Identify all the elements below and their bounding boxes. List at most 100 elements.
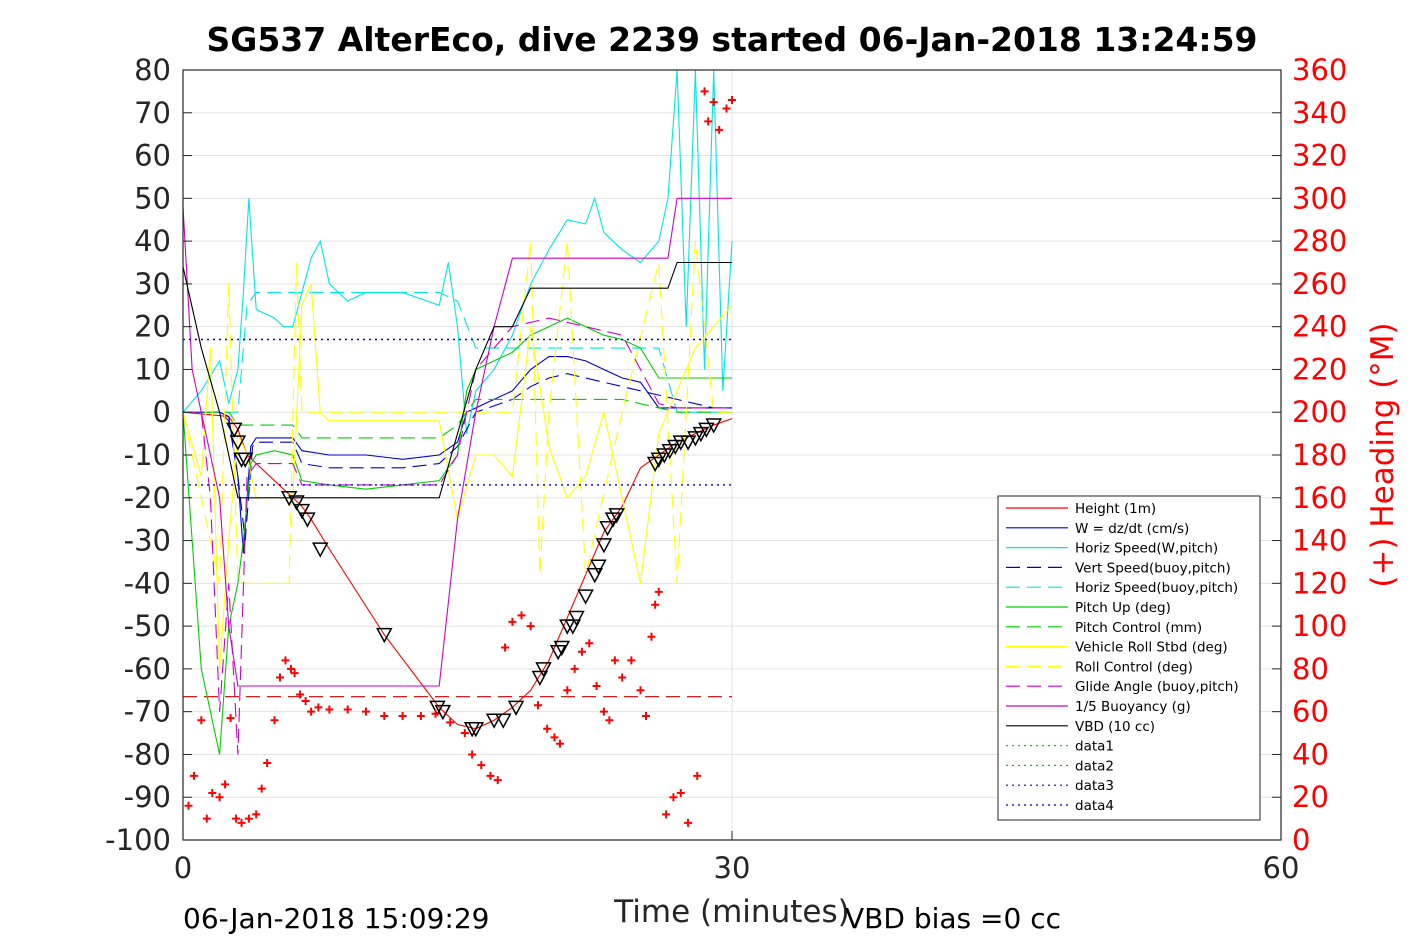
- legend-label-vehicle-roll-stbd-deg: Vehicle Roll Stbd (deg): [1075, 640, 1228, 656]
- heading-point: [636, 686, 645, 695]
- heading-point: [550, 733, 559, 742]
- y-tick-label: 70: [134, 96, 171, 130]
- y-tick-label: -70: [124, 695, 171, 729]
- series-line-height-1m: [182, 411, 733, 730]
- series-line-pitch-up-deg: [182, 317, 732, 755]
- heading-point: [555, 739, 564, 748]
- heading-point: [627, 656, 636, 665]
- legend-label-pitch-control-mm: Pitch Control (mm): [1075, 620, 1202, 636]
- y-tick-label: -60: [124, 652, 171, 686]
- heading-point: [197, 716, 206, 725]
- heading-point: [244, 814, 253, 823]
- y2-tick-label: 340: [1292, 96, 1347, 130]
- heading-point: [508, 617, 517, 626]
- y2-tick-label: 240: [1292, 310, 1347, 344]
- x-tick-label: 0: [174, 851, 192, 885]
- sample-marker: [549, 645, 567, 661]
- heading-point: [307, 707, 316, 716]
- y2-tick-label: 180: [1292, 438, 1347, 472]
- sample-marker: [429, 700, 446, 716]
- sample-marker: [485, 713, 503, 729]
- heading-point: [286, 664, 295, 673]
- legend-label-pitch-up-deg: Pitch Up (deg): [1075, 600, 1171, 616]
- heading-point: [709, 98, 718, 107]
- y2-tick-label: 60: [1292, 695, 1329, 729]
- heading-point: [669, 793, 678, 802]
- heading-point: [728, 95, 736, 104]
- sample-marker: [568, 610, 585, 627]
- series-line-roll-control-deg: [182, 241, 732, 584]
- x-tick-label: 60: [1263, 851, 1300, 885]
- heading-point: [543, 724, 552, 733]
- heading-point: [416, 711, 425, 720]
- legend-box: [997, 495, 1261, 821]
- sample-marker: [507, 700, 525, 716]
- heading-point: [275, 673, 284, 682]
- heading-point: [610, 656, 619, 665]
- sample-marker: [494, 713, 512, 729]
- legend-label-roll-control-deg: Roll Control (deg): [1075, 659, 1193, 675]
- legend-label-horiz-speed-buoy-pitch: Horiz Speed(buoy,pitch): [1075, 580, 1238, 596]
- legend-label-data4: data4: [1075, 798, 1114, 814]
- heading-point: [189, 771, 198, 780]
- heading-point: [570, 664, 579, 673]
- y2-tick-label: 280: [1292, 224, 1347, 258]
- sample-marker: [293, 503, 311, 520]
- legend-label-vbd-10-cc: VBD (10 cc): [1075, 719, 1155, 735]
- y2-axis-label: (+) Heading (°M): [1365, 322, 1401, 587]
- heading-point: [380, 711, 389, 720]
- y2-tick-label: 80: [1292, 652, 1329, 686]
- heading-point: [343, 705, 352, 714]
- heading-point: [526, 622, 535, 631]
- sample-marker: [590, 559, 607, 575]
- heading-point: [693, 771, 702, 780]
- y2-tick-label: 20: [1292, 780, 1329, 814]
- legend-label-data1: data1: [1075, 739, 1114, 755]
- heading-point: [325, 705, 334, 714]
- sample-marker: [564, 619, 582, 635]
- legend-label-vert-speed-buoy-pitch: Vert Speed(buoy,pitch): [1075, 560, 1231, 576]
- legend-label-data2: data2: [1075, 758, 1114, 774]
- heading-point: [431, 709, 440, 718]
- y-tick-label: -50: [124, 609, 171, 643]
- y2-tick-label: 120: [1292, 566, 1347, 600]
- chart-title: SG537 AlterEco, dive 2239 started 06-Jan…: [206, 20, 1257, 59]
- heading-point: [398, 711, 407, 720]
- sample-marker: [288, 495, 305, 511]
- tick-layer: 80706050403020100-10-20-30-40-50-60-70-8…: [105, 53, 1347, 885]
- y2-tick-label: 100: [1292, 609, 1347, 643]
- legend-label-1-5-buoyancy-g: 1/5 Buoyancy (g): [1075, 699, 1191, 715]
- heading-point: [290, 669, 299, 678]
- sample-marker: [311, 542, 329, 558]
- heading-point: [651, 600, 660, 609]
- heading-point: [446, 718, 455, 727]
- y-tick-label: 40: [134, 224, 171, 258]
- heading-point: [654, 587, 663, 596]
- heading-point: [676, 788, 685, 797]
- y-tick-label: 60: [134, 139, 171, 173]
- heading-point: [700, 87, 709, 96]
- y2-tick-label: 220: [1292, 352, 1347, 386]
- heading-point: [314, 703, 323, 712]
- sample-marker: [376, 627, 393, 644]
- heading-point: [257, 784, 266, 793]
- series-line-vert-speed-buoy-pitch: [183, 373, 732, 541]
- sample-marker: [705, 418, 722, 434]
- sample-marker: [553, 640, 571, 657]
- series-line-vehicle-roll-stbd-deg: [182, 283, 733, 669]
- legend-label-horiz-speed-w-pitch: Horiz Speed(W,pitch): [1075, 541, 1218, 557]
- y2-tick-label: 40: [1292, 737, 1329, 771]
- y-tick-label: -90: [124, 780, 171, 814]
- y-tick-label: 50: [134, 181, 171, 215]
- heading-point: [647, 632, 656, 641]
- series-line-vbd-10-cc: [182, 261, 732, 499]
- y-tick-label: -100: [105, 823, 171, 857]
- sample-marker: [280, 491, 298, 507]
- footer-timestamp: 06-Jan-2018 15:09:29: [183, 902, 489, 935]
- heading-point: [501, 643, 510, 652]
- y-tick-label: 10: [134, 352, 171, 386]
- legend: Height (1m) W = dz/dt (cm/s) Horiz Speed(W…: [997, 495, 1261, 821]
- x-axis-label: Time (minutes): [613, 894, 849, 930]
- y2-tick-label: 140: [1292, 524, 1347, 558]
- heading-point: [301, 696, 310, 705]
